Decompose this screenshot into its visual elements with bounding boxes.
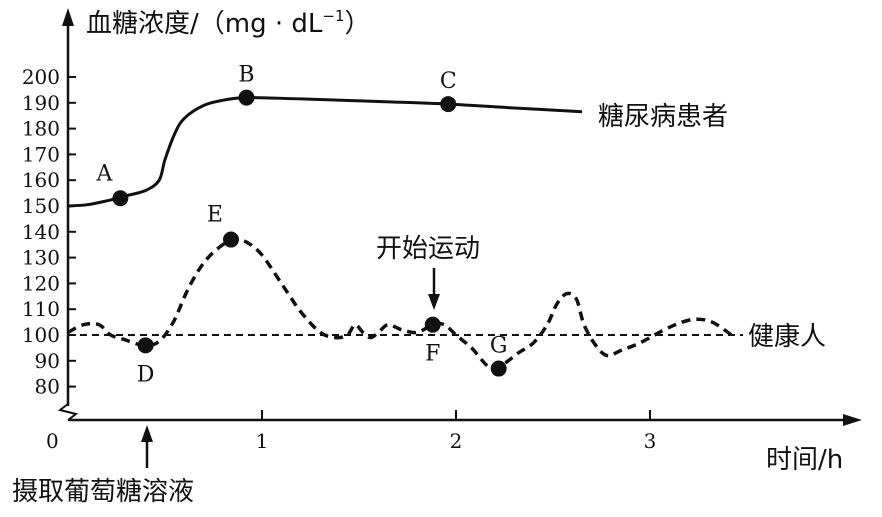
y-axis-label: 血糖浓度/（mg · dL−1） [86,7,371,39]
y-tick-label: 90 [35,349,60,373]
points-layer: A B C D E F G [95,63,507,388]
healthy-series-line [67,237,733,371]
axis-break-mark [57,403,79,421]
point-b-marker [238,89,255,106]
y-tick-label: 180 [22,117,60,141]
labels: 血糖浓度/（mg · dL−1） 时间/h 0 摄取葡萄糖溶液 开始运动 糖尿病… [12,7,843,507]
point-f-marker [424,316,441,333]
y-axis-label-main: 血糖浓度/（mg · dL [86,9,323,39]
x-tick-label: 1 [256,429,269,453]
y-tick-label: 80 [35,375,60,399]
y-tick-label: 130 [22,246,60,270]
point-d-marker [137,337,154,354]
y-tick-label: 120 [22,271,60,295]
y-tick-label: 110 [22,297,60,321]
y-tick-label: 200 [22,65,60,89]
annotation-arrows [141,268,440,468]
y-tick-label: 160 [22,168,60,192]
exercise-start-annotation: 开始运动 [376,234,480,264]
y-axis-label-close: ） [345,9,371,39]
point-e-label: E [207,203,223,228]
diabetic-series-line [67,96,583,208]
x-axis-arrow [843,414,862,426]
glucose-intake-annotation: 摄取葡萄糖溶液 [12,477,194,507]
origin-label: 0 [46,429,59,453]
healthy-series-label: 健康人 [748,322,826,352]
point-b-label: B [238,63,254,88]
point-g-label: G [490,334,508,359]
point-c-marker [440,96,457,113]
y-tick-label: 100 [22,323,60,347]
x-tick-label: 2 [450,429,463,453]
point-g-marker [490,360,507,377]
y-tick-label: 150 [22,194,60,218]
x-ticks: 1 2 3 [256,410,657,453]
point-e-marker [222,231,239,248]
point-d-label: D [137,362,155,387]
point-c-label: C [440,69,457,94]
y-tick-label: 140 [22,220,60,244]
exercise-start-arrow-head [428,294,440,310]
x-tick-label: 3 [644,429,657,453]
point-a-label: A [95,161,113,186]
y-tick-label: 170 [22,142,60,166]
point-a-marker [112,190,129,207]
glucose-intake-arrow-head [141,425,153,442]
y-axis-arrow [62,8,74,26]
y-axis-label-sup: −1 [322,7,344,25]
point-f-label: F [425,342,440,367]
x-axis-label: 时间/h [766,445,843,475]
y-tick-label: 190 [22,91,60,115]
diabetic-series-label: 糖尿病患者 [598,102,728,132]
